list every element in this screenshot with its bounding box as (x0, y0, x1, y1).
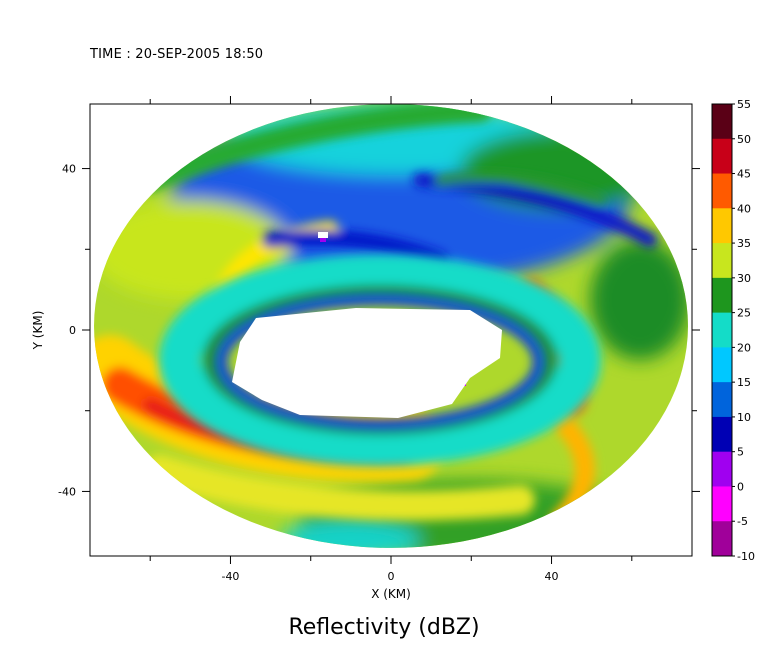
colorbar-frame (711, 103, 733, 557)
colorbar-label: 35 (737, 237, 751, 250)
colorbar-label: 50 (737, 133, 751, 146)
colorbar-swatch (712, 382, 732, 418)
colorbar-swatch (712, 138, 732, 175)
colorbar-label: 0 (737, 480, 744, 493)
colorbar-label: 25 (737, 307, 751, 320)
colorbar-swatch (712, 243, 732, 279)
colorbar-swatch (712, 347, 732, 383)
colorbar-swatch (712, 173, 732, 209)
colorbar-label: -5 (737, 515, 748, 528)
x-tick-label: 0 (388, 570, 395, 583)
colorbar-label: -10 (737, 550, 755, 563)
colorbar-swatch (712, 104, 732, 140)
y-tick-label: 40 (62, 163, 76, 176)
tick-labels: -40 0 40 -40 0 40 (58, 163, 559, 583)
colorbar-label: 10 (737, 411, 751, 424)
y-tick-label: -40 (58, 485, 76, 498)
colorbar-swatch (712, 312, 732, 348)
x-tick-label: -40 (221, 570, 239, 583)
colorbar-swatch (712, 521, 732, 557)
y-tick-label: 0 (69, 324, 76, 337)
colorbar-swatch (712, 486, 732, 522)
colorbar-label: 5 (737, 446, 744, 459)
chart-title: Reflectivity (dBZ) (288, 615, 480, 640)
colorbar-swatch (712, 208, 732, 244)
colorbar-label: 20 (737, 341, 751, 354)
colorbar-label: 55 (737, 98, 751, 111)
colorbar-swatch (712, 416, 732, 453)
colorbar-label: 15 (737, 376, 751, 389)
y-axis-label: Y (KM) (31, 311, 45, 351)
x-axis-label: X (KM) (371, 587, 411, 601)
radar-field (94, 104, 688, 548)
colorbar-swatch (712, 451, 732, 487)
tick-marks (82, 96, 700, 564)
colorbar-label: 40 (737, 202, 751, 215)
eye-no-data (232, 308, 502, 418)
colorbar-label: 45 (737, 168, 751, 181)
inner-eyewall-band (159, 254, 601, 466)
x-tick-label: 40 (545, 570, 559, 583)
colorbar-swatch (712, 277, 732, 314)
time-label: TIME : 20-SEP-2005 18:50 (90, 47, 264, 62)
colorbar-label: 30 (737, 272, 751, 285)
